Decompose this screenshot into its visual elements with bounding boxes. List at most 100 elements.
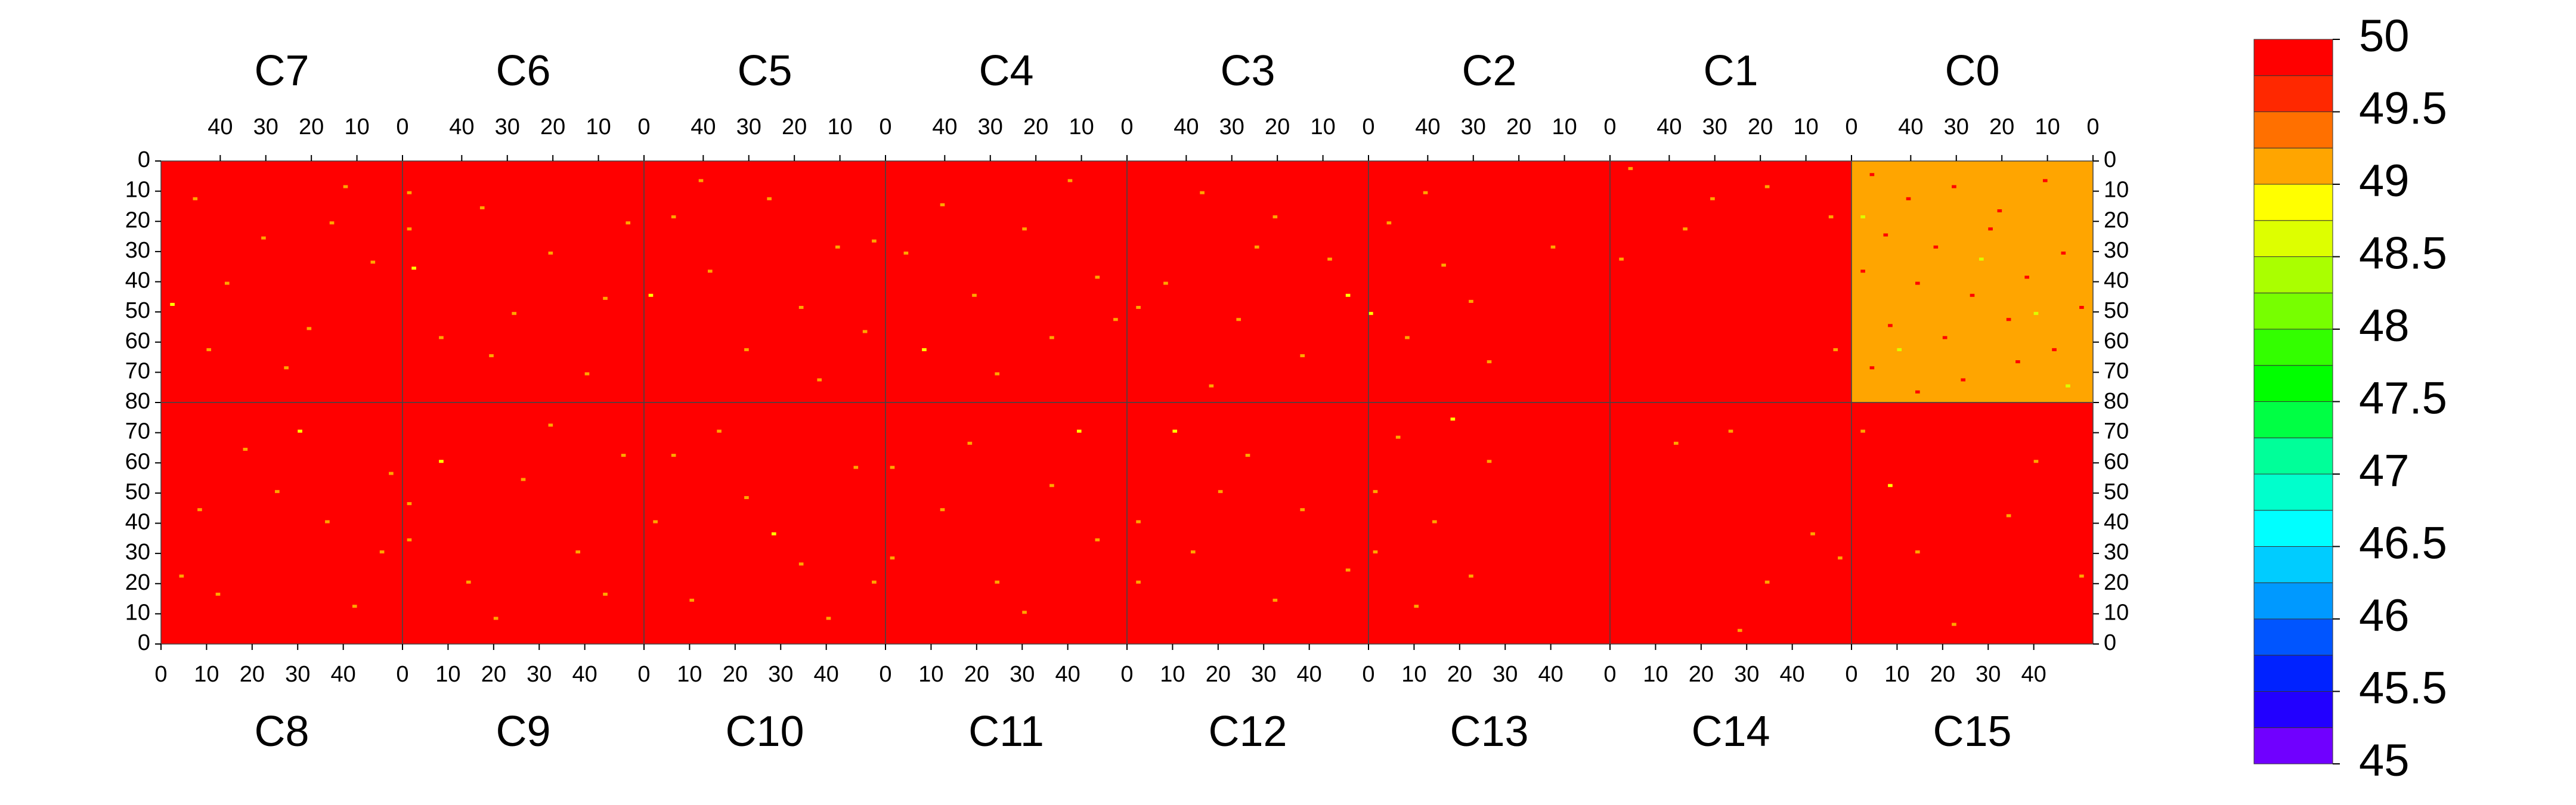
cell [1810,532,1815,535]
cell [1838,556,1843,560]
cell [903,251,909,255]
cell [411,267,416,270]
cell [407,227,412,231]
chip-background [1610,402,1852,644]
cell [466,580,471,584]
cell [2079,306,2084,309]
x-tick-label: 30 [285,662,310,687]
x-tick-label: 10 [1069,114,1094,140]
cell [439,460,444,463]
cell [1860,270,1865,273]
cell [940,508,945,512]
colorbar-band [2253,618,2333,656]
cell [575,550,581,554]
y-tick-label: 30 [2104,238,2129,263]
x-tick-label: 0 [1603,662,1616,687]
colorbar-band [2253,147,2333,185]
y-tick-label: 20 [125,570,150,595]
chip-background [1852,402,2093,644]
cell [744,348,749,351]
x-tick-label: 30 [768,662,793,687]
chip-title: C7 [254,47,309,95]
chip-background [161,161,402,402]
x-tick-label: 20 [1689,662,1714,687]
cell [1172,429,1178,433]
cell [1628,167,1633,171]
colorbar-label: 50 [2359,11,2410,61]
cell [835,245,840,249]
colorbar-band [2253,292,2333,330]
x-tick-label: 30 [1219,114,1244,140]
x-tick-label: 0 [2086,114,2099,140]
x-tick-label: 0 [637,114,650,140]
x-tick-label: 20 [1265,114,1290,140]
cell [1728,429,1733,433]
cell [1860,429,1865,433]
x-tick-label: 10 [1793,114,1818,140]
cell [1710,197,1715,200]
cell [972,293,977,297]
x-tick-label: 40 [1415,114,1440,140]
y-tick-label: 60 [125,329,150,354]
colorbar-label: 46 [2359,590,2410,641]
cell [329,221,335,225]
colorbar-label: 45.5 [2359,663,2447,714]
chip-title: C3 [1220,47,1275,95]
chip-title: C15 [1933,708,2011,756]
chip-title: C13 [1450,708,1528,756]
cell [2079,574,2084,578]
cell [2015,360,2020,364]
cell [1897,348,1902,351]
cell [1961,378,1966,382]
cell [1022,227,1027,231]
cell [1218,490,1223,493]
x-tick-label: 10 [2035,114,2060,140]
cell [1345,293,1351,297]
y-tick-label: 30 [2104,540,2129,565]
y-tick-label: 30 [125,540,150,565]
colorbar-band [2253,727,2333,764]
chip-title: C5 [737,47,792,95]
cell [1441,264,1446,267]
cell [1469,574,1473,578]
cell [1136,306,1141,309]
y-tick-label: 60 [125,449,150,474]
cell [1423,191,1428,194]
cell [1673,441,1679,445]
cell [1487,360,1492,364]
y-tick-label: 60 [2104,449,2129,474]
y-tick-label: 80 [125,389,150,414]
cell [1076,429,1082,433]
cell [493,617,499,620]
cell [890,466,895,469]
cell [1915,390,1920,394]
y-tick-label: 10 [2104,178,2129,203]
chip-title: C1 [1703,47,1758,95]
cell [379,550,385,554]
cell [1095,275,1100,279]
cell [1236,318,1241,321]
x-tick-label: 10 [586,114,611,140]
cell [2052,348,2057,351]
cell [626,221,631,225]
cell [2006,514,2011,518]
cell [224,281,230,285]
cell [1368,312,1373,315]
x-tick-label: 20 [1930,662,1955,687]
cell [872,580,877,584]
cell [1022,611,1027,614]
x-tick-label: 20 [1989,114,2014,140]
cell [1450,417,1456,421]
cell [1860,215,1865,219]
x-tick-label: 40 [331,662,356,687]
x-tick-label: 40 [208,114,233,140]
cell [771,532,776,535]
chip-title: C4 [979,47,1033,95]
x-tick-label: 40 [1657,114,1682,140]
cell [707,270,713,273]
cell [1952,623,1956,626]
x-tick-label: 20 [723,662,748,687]
colorbar-band [2253,582,2333,620]
cell [1136,580,1141,584]
